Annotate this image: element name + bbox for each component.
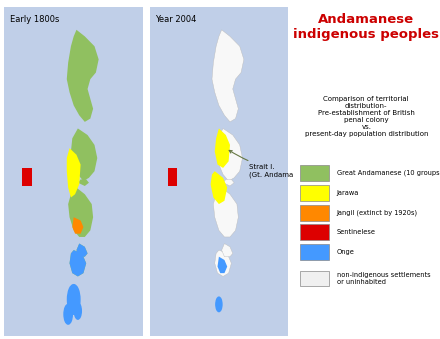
Polygon shape xyxy=(77,243,88,257)
Polygon shape xyxy=(78,179,89,186)
Text: Jarawa: Jarawa xyxy=(337,190,359,196)
Bar xyxy=(300,185,330,201)
Polygon shape xyxy=(215,250,231,276)
Polygon shape xyxy=(67,148,81,198)
Polygon shape xyxy=(213,188,238,237)
Text: Jangil (extinct by 1920s): Jangil (extinct by 1920s) xyxy=(337,210,418,216)
Polygon shape xyxy=(211,171,227,204)
Text: Strait I.
(Gt. Andamanese): Strait I. (Gt. Andamanese) xyxy=(229,151,313,178)
Polygon shape xyxy=(68,188,93,237)
Polygon shape xyxy=(70,250,86,276)
Bar xyxy=(300,244,330,260)
Polygon shape xyxy=(217,257,227,273)
Polygon shape xyxy=(222,243,233,257)
Polygon shape xyxy=(77,243,88,257)
Text: Comparison of territorial
distribution-
Pre-establishment of British
penal colon: Comparison of territorial distribution- … xyxy=(304,96,428,137)
Bar xyxy=(300,224,330,240)
Text: Early 1800s: Early 1800s xyxy=(10,15,59,24)
Text: Sentinelese: Sentinelese xyxy=(337,230,376,235)
Polygon shape xyxy=(71,128,97,181)
Polygon shape xyxy=(215,128,230,168)
Text: Great Andamanese (10 groups): Great Andamanese (10 groups) xyxy=(337,170,440,176)
Bar xyxy=(300,165,330,181)
Bar xyxy=(22,168,32,186)
Circle shape xyxy=(67,285,80,314)
Bar xyxy=(300,271,330,286)
Bar xyxy=(168,168,177,186)
Circle shape xyxy=(64,304,72,324)
Circle shape xyxy=(216,297,222,312)
Text: non-indigenous settlements
or uninhabited: non-indigenous settlements or uninhabite… xyxy=(337,272,430,285)
Polygon shape xyxy=(67,30,99,122)
Text: Year 2004: Year 2004 xyxy=(155,15,197,24)
Text: Andamanese
indigenous peoples: Andamanese indigenous peoples xyxy=(293,13,439,41)
Polygon shape xyxy=(216,128,242,181)
Polygon shape xyxy=(223,179,234,186)
Text: Onge: Onge xyxy=(337,249,355,255)
Circle shape xyxy=(74,303,81,319)
Polygon shape xyxy=(72,217,84,234)
Bar xyxy=(300,205,330,221)
Polygon shape xyxy=(212,30,244,122)
Polygon shape xyxy=(70,250,86,276)
